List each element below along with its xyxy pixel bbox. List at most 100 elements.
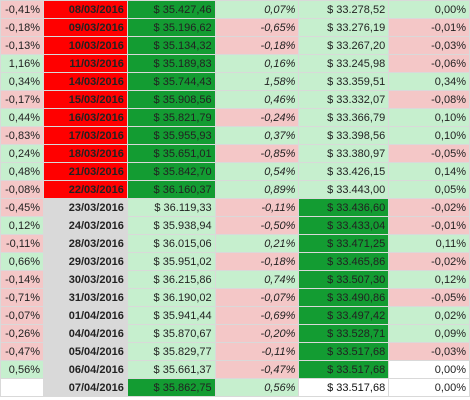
cell-value-1[interactable]: $ 35.862,75 [126, 378, 216, 397]
cell-prev-change[interactable]: -0,17% [0, 90, 44, 109]
cell-pct-change-2[interactable]: 0,00% [388, 360, 470, 379]
cell-value-2[interactable]: $ 33.507,30 [298, 270, 390, 289]
cell-date[interactable]: 14/03/2016 [42, 72, 128, 91]
cell-value-2[interactable]: $ 33.267,20 [298, 36, 390, 55]
cell-value-2[interactable]: $ 33.398,56 [298, 126, 390, 145]
cell-pct-change[interactable]: 0,89% [214, 180, 300, 199]
cell-value-1[interactable]: $ 35.661,37 [126, 360, 216, 379]
cell-prev-change[interactable]: 0,56% [0, 360, 44, 379]
cell-value-2[interactable]: $ 33.426,15 [298, 162, 390, 181]
cell-value-2[interactable]: $ 33.436,60 [298, 198, 390, 217]
cell-value-1[interactable]: $ 36.015,06 [126, 234, 216, 253]
cell-pct-change[interactable]: -0,24% [214, 108, 300, 127]
cell-date[interactable]: 24/03/2016 [42, 216, 128, 235]
cell-value-1[interactable]: $ 35.196,62 [126, 18, 216, 37]
cell-pct-change[interactable]: 1,58% [214, 72, 300, 91]
cell-pct-change[interactable]: 0,21% [214, 234, 300, 253]
cell-pct-change[interactable]: 0,74% [214, 270, 300, 289]
cell-date[interactable]: 22/03/2016 [42, 180, 128, 199]
cell-value-1[interactable]: $ 35.189,83 [126, 54, 216, 73]
cell-value-1[interactable]: $ 35.951,02 [126, 252, 216, 271]
cell-value-1[interactable]: $ 35.842,70 [126, 162, 216, 181]
cell-value-2[interactable]: $ 33.517,68 [298, 378, 390, 397]
cell-date[interactable]: 09/03/2016 [42, 18, 128, 37]
cell-prev-change[interactable]: -0,71% [0, 288, 44, 307]
cell-pct-change[interactable]: -0,11% [214, 342, 300, 361]
cell-pct-change-2[interactable]: 0,34% [388, 72, 470, 91]
cell-date[interactable]: 23/03/2016 [42, 198, 128, 217]
cell-value-1[interactable]: $ 35.427,46 [126, 0, 216, 19]
cell-prev-change[interactable]: -0,41% [0, 0, 44, 19]
cell-pct-change[interactable]: 0,37% [214, 126, 300, 145]
cell-prev-change[interactable]: 0,66% [0, 252, 44, 271]
cell-pct-change-2[interactable]: 0,05% [388, 180, 470, 199]
cell-prev-change[interactable]: 0,34% [0, 72, 44, 91]
cell-date[interactable]: 16/03/2016 [42, 108, 128, 127]
cell-date[interactable]: 05/04/2016 [42, 342, 128, 361]
cell-pct-change-2[interactable]: 0,12% [388, 270, 470, 289]
cell-pct-change-2[interactable]: 0,02% [388, 306, 470, 325]
cell-value-1[interactable]: $ 36.119,33 [126, 198, 216, 217]
cell-date[interactable]: 10/03/2016 [42, 36, 128, 55]
cell-pct-change-2[interactable]: -0,05% [388, 288, 470, 307]
cell-date[interactable]: 04/04/2016 [42, 324, 128, 343]
cell-date[interactable]: 29/03/2016 [42, 252, 128, 271]
cell-value-2[interactable]: $ 33.443,00 [298, 180, 390, 199]
cell-pct-change[interactable]: -0,47% [214, 360, 300, 379]
cell-pct-change-2[interactable]: -0,01% [388, 216, 470, 235]
cell-pct-change[interactable]: 0,46% [214, 90, 300, 109]
cell-prev-change[interactable]: 0,24% [0, 144, 44, 163]
cell-value-2[interactable]: $ 33.380,97 [298, 144, 390, 163]
cell-prev-change[interactable]: 0,12% [0, 216, 44, 235]
cell-pct-change-2[interactable]: -0,06% [388, 54, 470, 73]
cell-value-1[interactable]: $ 35.134,32 [126, 36, 216, 55]
cell-pct-change-2[interactable]: -0,05% [388, 144, 470, 163]
cell-prev-change[interactable]: -0,13% [0, 36, 44, 55]
cell-pct-change[interactable]: -0,18% [214, 36, 300, 55]
cell-pct-change-2[interactable]: -0,01% [388, 18, 470, 37]
cell-pct-change-2[interactable]: 0,10% [388, 126, 470, 145]
cell-date[interactable]: 08/03/2016 [42, 0, 128, 19]
cell-pct-change-2[interactable]: 0,09% [388, 324, 470, 343]
cell-pct-change[interactable]: -0,65% [214, 18, 300, 37]
cell-value-2[interactable]: $ 33.245,98 [298, 54, 390, 73]
cell-date[interactable]: 18/03/2016 [42, 144, 128, 163]
cell-pct-change-2[interactable]: 0,00% [388, 378, 470, 397]
cell-prev-change[interactable]: 0,44% [0, 108, 44, 127]
cell-prev-change[interactable]: -0,14% [0, 270, 44, 289]
cell-value-2[interactable]: $ 33.497,42 [298, 306, 390, 325]
cell-value-2[interactable]: $ 33.359,51 [298, 72, 390, 91]
cell-pct-change-2[interactable]: 0,00% [388, 0, 470, 19]
cell-value-1[interactable]: $ 35.941,44 [126, 306, 216, 325]
cell-pct-change[interactable]: -0,18% [214, 252, 300, 271]
cell-prev-change[interactable]: -0,08% [0, 180, 44, 199]
cell-pct-change[interactable]: -0,69% [214, 306, 300, 325]
cell-value-1[interactable]: $ 35.651,01 [126, 144, 216, 163]
cell-date[interactable]: 21/03/2016 [42, 162, 128, 181]
cell-pct-change-2[interactable]: 0,11% [388, 234, 470, 253]
cell-value-1[interactable]: $ 36.190,02 [126, 288, 216, 307]
cell-prev-change[interactable]: -0,26% [0, 324, 44, 343]
cell-value-1[interactable]: $ 35.938,94 [126, 216, 216, 235]
cell-date[interactable]: 06/04/2016 [42, 360, 128, 379]
cell-value-1[interactable]: $ 36.215,86 [126, 270, 216, 289]
cell-pct-change[interactable]: -0,85% [214, 144, 300, 163]
cell-pct-change[interactable]: -0,50% [214, 216, 300, 235]
cell-prev-change[interactable]: -0,11% [0, 234, 44, 253]
cell-pct-change-2[interactable]: 0,14% [388, 162, 470, 181]
cell-value-1[interactable]: $ 36.160,37 [126, 180, 216, 199]
cell-pct-change[interactable]: -0,07% [214, 288, 300, 307]
cell-date[interactable]: 31/03/2016 [42, 288, 128, 307]
cell-prev-change[interactable]: -0,45% [0, 198, 44, 217]
cell-prev-change[interactable]: 1,16% [0, 54, 44, 73]
cell-prev-change[interactable] [0, 378, 44, 397]
cell-value-2[interactable]: $ 33.332,07 [298, 90, 390, 109]
cell-date[interactable]: 28/03/2016 [42, 234, 128, 253]
cell-date[interactable]: 30/03/2016 [42, 270, 128, 289]
cell-prev-change[interactable]: 0,48% [0, 162, 44, 181]
cell-value-1[interactable]: $ 35.908,56 [126, 90, 216, 109]
cell-prev-change[interactable]: -0,47% [0, 342, 44, 361]
cell-pct-change[interactable]: -0,11% [214, 198, 300, 217]
cell-pct-change-2[interactable]: -0,03% [388, 342, 470, 361]
cell-value-2[interactable]: $ 33.276,19 [298, 18, 390, 37]
